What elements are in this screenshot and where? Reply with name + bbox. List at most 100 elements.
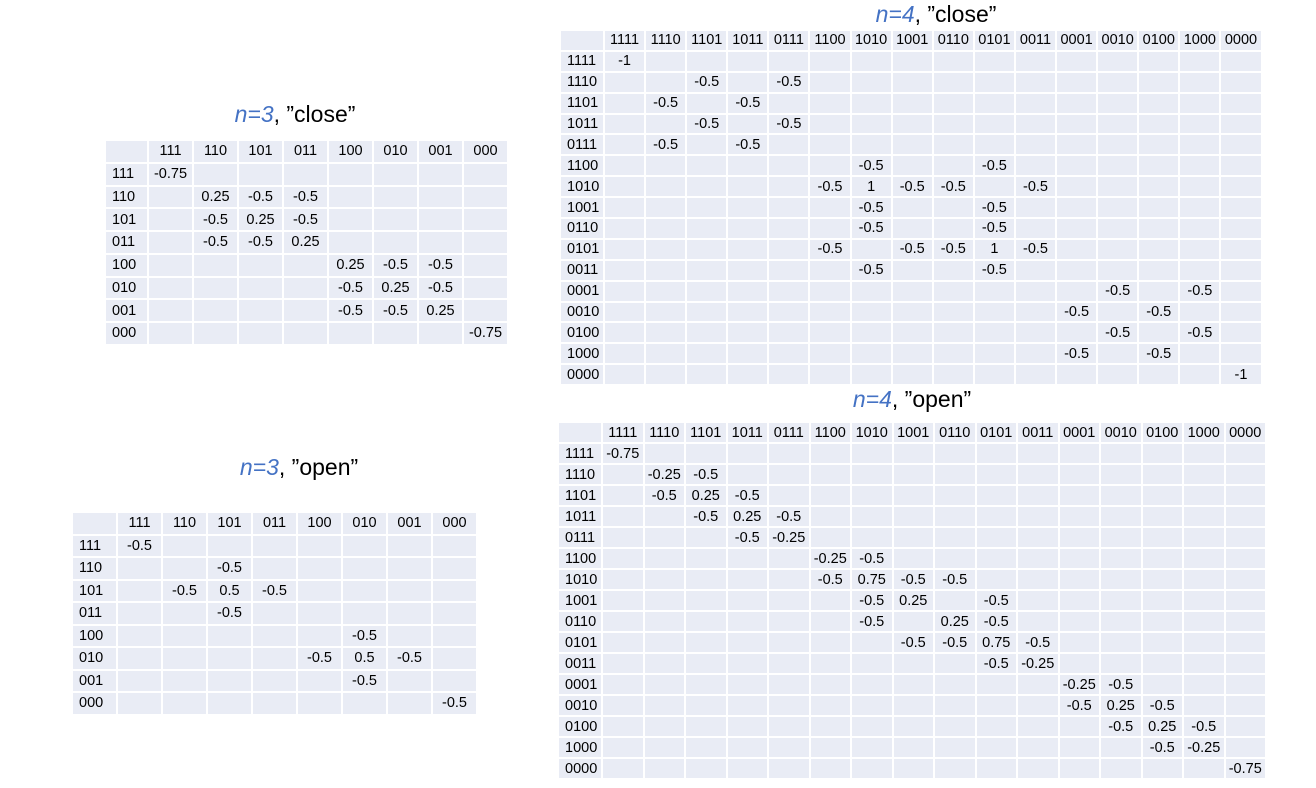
matrix-cell xyxy=(1013,133,1058,157)
matrix-cell: -0.5 xyxy=(1057,694,1101,717)
matrix-cell: -0.5 xyxy=(386,646,433,671)
matrix-cell xyxy=(931,112,975,136)
matrix-cell xyxy=(116,646,163,671)
matrix-cell xyxy=(206,623,253,648)
matrix-cell xyxy=(1178,175,1222,199)
matrix-cell: -0.5 xyxy=(974,589,1018,612)
matrix-cell xyxy=(386,533,433,558)
matrix-cell xyxy=(1223,694,1267,717)
matrix-cell: -0.5 xyxy=(237,184,284,210)
column-header: 0000 xyxy=(1223,421,1267,444)
matrix-cell: 0.25 xyxy=(1140,715,1184,738)
matrix-cell xyxy=(1096,300,1140,324)
matrix-cell xyxy=(161,623,208,648)
matrix-cell xyxy=(684,568,728,591)
matrix-cell xyxy=(601,589,645,612)
matrix-cell: -0.5 xyxy=(431,691,478,716)
matrix-cell xyxy=(1099,757,1143,780)
matrix-cell xyxy=(931,133,975,157)
matrix-cell xyxy=(642,631,686,654)
matrix-cell xyxy=(1140,526,1184,549)
matrix-cell xyxy=(808,196,852,220)
matrix-cell xyxy=(192,275,239,301)
matrix-cell: -0.5 xyxy=(251,578,298,603)
matrix-cell xyxy=(1099,442,1143,465)
matrix-cell: -0.5 xyxy=(1099,673,1143,696)
column-header: 011 xyxy=(282,139,329,164)
column-header: 1111 xyxy=(602,29,647,52)
matrix-cell xyxy=(644,279,688,303)
matrix-cell xyxy=(972,70,1016,94)
matrix-cell: -0.5 xyxy=(849,154,893,178)
matrix-cell xyxy=(282,321,329,346)
matrix-cell: -0.5 xyxy=(850,610,894,633)
matrix-cell xyxy=(602,363,647,387)
title-n3-close-n: n=3 xyxy=(234,101,274,127)
table-row: 110 -0.5 xyxy=(71,556,478,581)
matrix-cell xyxy=(808,631,852,654)
matrix-cell xyxy=(891,694,935,717)
matrix-cell xyxy=(642,442,686,465)
matrix-cell xyxy=(1140,568,1184,591)
matrix-cell xyxy=(726,279,770,303)
matrix-cell xyxy=(767,568,811,591)
matrix-cell xyxy=(341,556,388,581)
matrix-cell: -0.5 xyxy=(685,112,729,136)
matrix-cell xyxy=(1182,484,1226,507)
matrix-cell: 0.25 xyxy=(282,230,329,255)
table-row: 0100 -0.5 0.25 -0.5 xyxy=(557,715,1267,738)
matrix-cell: -0.5 xyxy=(1140,736,1184,759)
matrix-cell xyxy=(1016,736,1060,759)
matrix-cell xyxy=(767,736,811,759)
column-header: 1101 xyxy=(684,421,728,444)
matrix-cell xyxy=(808,279,852,303)
matrix-cell xyxy=(808,91,852,115)
matrix-cell xyxy=(1099,484,1143,507)
matrix-cell xyxy=(725,568,769,591)
row-header: 1101 xyxy=(557,484,603,507)
matrix-cell xyxy=(808,321,852,345)
matrix-cell xyxy=(1137,196,1181,220)
matrix-cell xyxy=(1178,154,1222,178)
matrix-cell: -0.5 xyxy=(282,184,329,210)
matrix-cell: -0.5 xyxy=(972,217,1016,240)
corner-cell xyxy=(71,511,118,536)
matrix-cell xyxy=(1016,673,1060,696)
matrix-cell xyxy=(642,610,686,633)
matrix-cell xyxy=(251,668,298,693)
matrix-cell xyxy=(327,161,374,187)
matrix-cell xyxy=(685,133,729,157)
row-header: 1001 xyxy=(557,589,603,612)
matrix-cell xyxy=(296,691,343,716)
table-row: 001 -0.5 xyxy=(71,668,478,693)
matrix-cell xyxy=(685,196,729,220)
table-row: 0001 -0.25 -0.5 xyxy=(557,673,1267,696)
matrix-cell xyxy=(602,342,647,366)
matrix-cell xyxy=(931,321,975,345)
matrix-cell xyxy=(891,442,935,465)
corner-cell xyxy=(557,421,603,444)
matrix-cell: -0.5 xyxy=(891,568,935,591)
matrix-cell xyxy=(808,757,852,780)
matrix-cell xyxy=(462,207,509,232)
matrix-cell xyxy=(431,646,478,671)
matrix-cell xyxy=(974,463,1018,486)
matrix-cell xyxy=(601,568,645,591)
matrix-cell xyxy=(974,715,1018,738)
matrix-cell xyxy=(850,715,894,738)
matrix-cell xyxy=(161,646,208,671)
matrix-cell xyxy=(974,442,1018,465)
matrix-cell: -0.5 xyxy=(684,463,728,486)
matrix-cell: -0.5 xyxy=(644,133,688,157)
matrix-cell: -0.5 xyxy=(725,526,769,549)
matrix-cell xyxy=(1013,300,1058,324)
matrix-cell xyxy=(1013,70,1058,94)
table-row: 0101 -0.5 -0.5 0.75 -0.5 xyxy=(557,631,1267,654)
matrix-cell xyxy=(1182,631,1226,654)
matrix-cell: -0.5 xyxy=(372,298,419,323)
matrix-cell xyxy=(685,279,729,303)
table-row: 0011 -0.5 -0.25 xyxy=(557,652,1267,675)
matrix-cell xyxy=(642,505,686,528)
matrix-cell xyxy=(1137,258,1181,282)
matrix-cell xyxy=(644,217,688,240)
